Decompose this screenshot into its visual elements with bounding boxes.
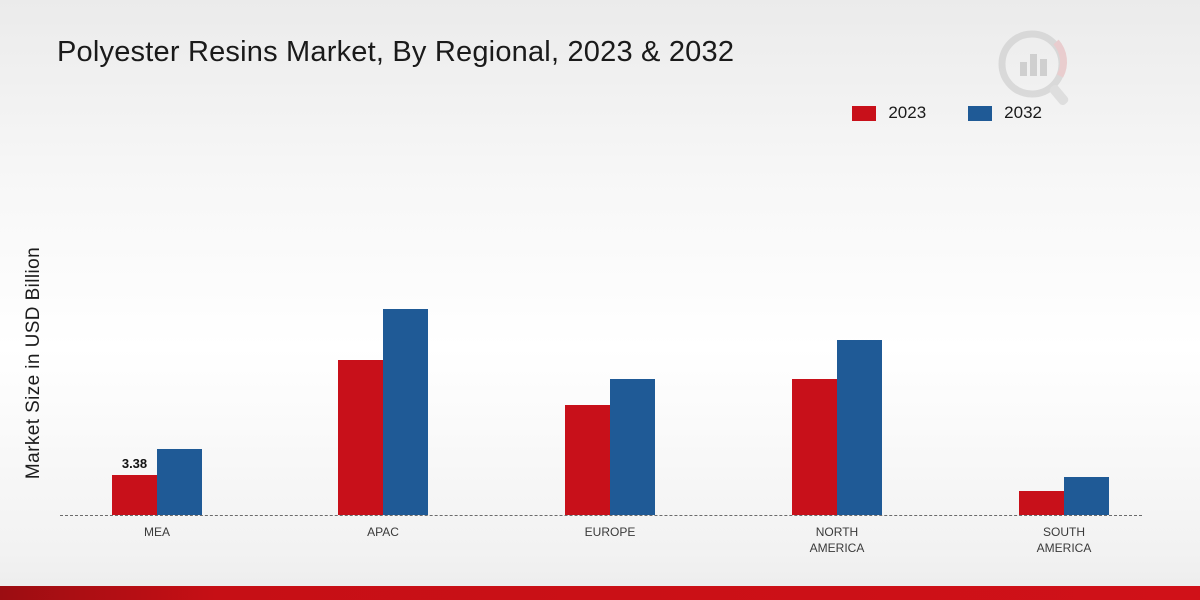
bar-value-label: 3.38 — [121, 456, 148, 471]
bar-group-mea: 3.38 — [112, 449, 202, 515]
bar-2032-europe — [610, 379, 655, 515]
bar-2032-mea — [157, 449, 202, 515]
bar-group-south-america — [1019, 477, 1109, 515]
bar-group-north-america — [792, 340, 882, 515]
chart-title: Polyester Resins Market, By Regional, 20… — [57, 36, 735, 68]
bar-2032-south-america — [1064, 477, 1109, 515]
legend-label-2032: 2032 — [1004, 103, 1042, 122]
bar-group-europe — [565, 379, 655, 515]
x-axis-baseline — [60, 515, 1142, 516]
bar-2023-mea: 3.38 — [112, 456, 157, 515]
legend: 2023 2032 — [852, 103, 1042, 123]
brand-watermark-logo — [998, 30, 1069, 106]
legend-item-2023: 2023 — [852, 103, 926, 123]
bar-2032-apac — [383, 309, 428, 515]
bar-2023-north-america — [792, 379, 837, 515]
legend-swatch-2032 — [968, 105, 993, 121]
footer-accent-bar — [0, 586, 1200, 600]
bar-2023-apac — [338, 360, 383, 515]
bar-2023-europe — [565, 405, 610, 515]
legend-label-2023: 2023 — [888, 103, 927, 122]
legend-item-2032: 2032 — [968, 103, 1042, 123]
bar-2032-north-america — [837, 340, 882, 515]
bar-2023-south-america — [1019, 491, 1064, 515]
legend-swatch-2023 — [852, 105, 877, 121]
bar-group-apac — [338, 309, 428, 515]
